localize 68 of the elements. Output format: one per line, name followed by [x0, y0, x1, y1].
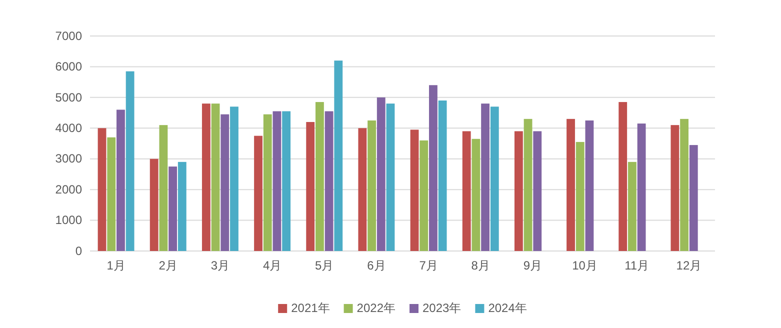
bar	[680, 118, 688, 251]
bar	[566, 118, 575, 251]
y-tick-label: 1000	[55, 213, 82, 228]
bar	[107, 137, 116, 251]
bar	[230, 106, 238, 251]
bar	[533, 131, 542, 251]
bar	[481, 104, 490, 251]
bar	[358, 128, 367, 251]
x-tick-label: 9月	[523, 258, 542, 273]
bar	[376, 97, 386, 251]
legend-label: 2023年	[422, 301, 462, 315]
bar	[306, 122, 315, 251]
y-tick-label: 0	[75, 244, 82, 258]
legend-label: 2022年	[356, 301, 396, 315]
bar	[126, 71, 134, 251]
bar	[410, 130, 419, 251]
x-tick-label: 3月	[210, 258, 230, 273]
y-tick-label: 2000	[55, 182, 82, 196]
bar	[524, 118, 532, 251]
bar	[514, 131, 523, 251]
x-tick-label: 10月	[572, 258, 598, 273]
bar	[576, 142, 584, 251]
x-tick-label: 7月	[419, 258, 438, 273]
bar	[98, 128, 106, 251]
x-tick-label: 1月	[106, 258, 126, 273]
bar	[150, 158, 158, 251]
bar	[670, 125, 680, 251]
bar	[462, 131, 471, 251]
x-tick-label: 12月	[676, 258, 702, 273]
x-tick-label: 11月	[624, 258, 650, 273]
y-tick-label: 7000	[55, 28, 82, 43]
y-tick-label: 3000	[55, 152, 82, 166]
x-tick-label: 4月	[262, 258, 282, 273]
bar	[263, 114, 272, 251]
bar	[438, 100, 447, 251]
bar	[689, 145, 698, 251]
bar	[628, 162, 636, 251]
y-tick-label: 5000	[55, 90, 82, 104]
bar	[202, 104, 210, 251]
bar	[168, 166, 178, 251]
bar	[178, 162, 186, 251]
legend-label: 2024年	[488, 301, 527, 315]
bar	[429, 85, 438, 251]
bar	[368, 120, 376, 251]
bar	[282, 111, 291, 251]
bar	[220, 114, 230, 251]
x-tick-label: 5月	[315, 258, 334, 273]
bar	[159, 125, 168, 251]
bar	[315, 102, 324, 251]
y-tick-label: 4000	[55, 120, 82, 135]
y-tick-label: 6000	[55, 60, 82, 74]
bar	[386, 104, 395, 251]
bar	[490, 106, 499, 251]
bar	[272, 111, 282, 251]
x-tick-label: 8月	[471, 258, 490, 273]
legend-label: 2021年	[291, 301, 330, 315]
bar	[420, 140, 428, 251]
bar	[211, 104, 220, 251]
bar	[585, 120, 594, 251]
x-tick-label: 2月	[158, 258, 178, 273]
bar	[618, 102, 628, 251]
bar	[637, 124, 646, 251]
bar	[324, 111, 334, 251]
bar	[472, 138, 480, 251]
bar	[254, 136, 262, 251]
bar	[116, 110, 125, 251]
x-tick-label: 6月	[367, 258, 386, 273]
bar	[334, 60, 343, 251]
